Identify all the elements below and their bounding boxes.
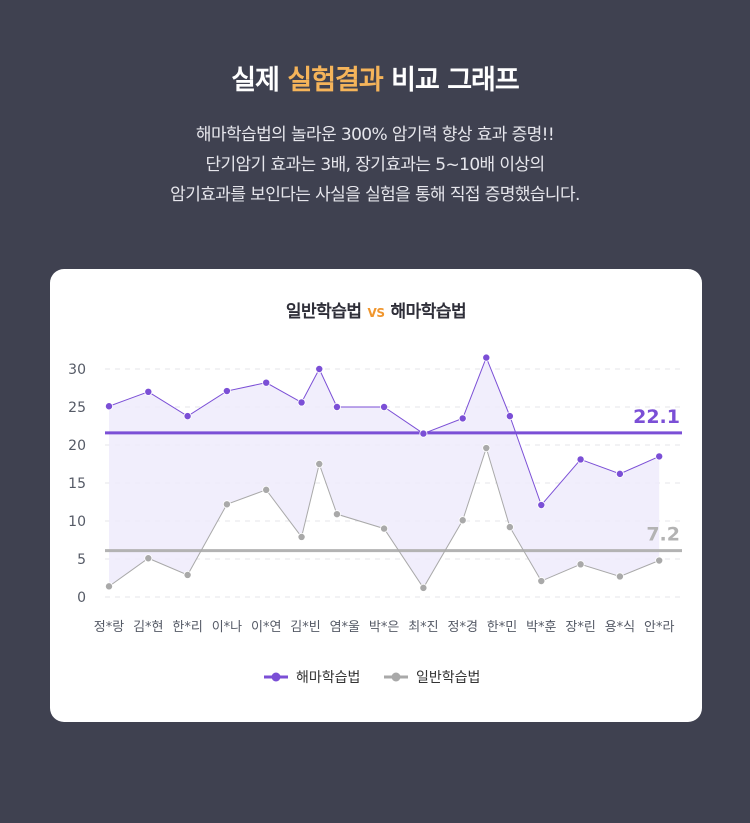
data-point-general [222, 500, 231, 509]
data-point-haema [332, 402, 341, 411]
x-tick-label: 박*은 [369, 620, 399, 635]
x-tick-label: 한*민 [487, 620, 517, 635]
data-point-haema [315, 365, 324, 374]
x-tick-label: 한*리 [172, 620, 202, 635]
data-point-haema [482, 353, 491, 362]
data-point-general [105, 582, 114, 591]
legend-label: 일반학습법 [416, 670, 480, 686]
x-tick-label: 염*울 [330, 620, 360, 635]
data-point-general [183, 570, 192, 579]
data-point-haema [183, 412, 192, 421]
data-point-general [615, 572, 624, 581]
legend-marker [271, 672, 281, 682]
legend-label: 해마학습법 [296, 670, 360, 686]
data-point-haema [262, 378, 271, 387]
x-tick-label: 최*진 [408, 620, 438, 635]
chart-card: 일반학습법 VS 해마학습법 0 5 10 15 20 25 30 22.1 7.2 정*랑 김*현 한*… [50, 269, 702, 722]
y-tick-label: 5 [77, 552, 86, 568]
y-tick-label: 15 [68, 476, 86, 492]
description: 해마학습법의 놀라운 300% 암기력 향상 효과 증명!! 단기암기 효과는 … [0, 120, 750, 210]
data-point-general [655, 556, 664, 565]
data-point-general [297, 532, 306, 541]
line-chart: 0 5 10 15 20 25 30 22.1 7.2 정*랑 김*현 한*리 이*나 이*연 김*빈 염*울… [68, 353, 682, 686]
description-line: 암기효과를 보인다는 사실을 실험을 통해 직접 증명했습니다. [170, 185, 580, 205]
x-tick-label: 안*라 [644, 620, 674, 635]
data-point-general [419, 583, 428, 592]
x-tick-label: 이*연 [251, 620, 281, 635]
chart-title-right: 해마학습법 [390, 302, 467, 322]
data-point-general [332, 510, 341, 519]
y-tick-label: 0 [77, 590, 86, 606]
data-point-haema [380, 402, 389, 411]
legend-marker [391, 672, 401, 682]
y-tick-label: 10 [68, 514, 86, 530]
data-point-haema [297, 398, 306, 407]
data-point-haema [105, 402, 114, 411]
data-point-haema [537, 501, 546, 510]
y-tick-label: 25 [68, 400, 86, 416]
page-title: 실제 실험결과 비교 그래프 [0, 58, 750, 97]
data-point-haema [615, 469, 624, 478]
data-point-haema [419, 429, 428, 438]
x-tick-label: 용*식 [605, 620, 635, 635]
data-point-general [505, 523, 514, 532]
x-tick-label: 김*현 [133, 620, 163, 635]
y-tick-label: 20 [68, 438, 86, 454]
data-point-haema [458, 414, 467, 423]
title-highlight: 실험결과 [287, 65, 383, 96]
data-point-haema [576, 455, 585, 464]
average-label: 22.1 [633, 406, 680, 428]
data-point-general [262, 485, 271, 494]
description-line: 해마학습법의 놀라운 300% 암기력 향상 효과 증명!! [195, 125, 555, 145]
series-gap-area [109, 357, 660, 588]
data-point-haema [144, 387, 153, 396]
data-point-haema [655, 452, 664, 461]
y-tick-label: 30 [68, 362, 86, 378]
chart-title: 일반학습법 VS 해마학습법 [50, 297, 702, 322]
x-tick-label: 이*나 [212, 620, 242, 635]
chart-title-left: 일반학습법 [285, 302, 362, 322]
data-point-general [482, 444, 491, 453]
x-tick-label: 박*훈 [526, 620, 556, 635]
data-point-haema [505, 412, 514, 421]
x-tick-label: 장*린 [565, 620, 595, 635]
x-tick-label: 정*경 [447, 620, 477, 635]
title-text-end: 비교 그래프 [382, 65, 520, 96]
data-point-general [315, 459, 324, 468]
data-point-general [144, 554, 153, 563]
data-point-general [537, 577, 546, 586]
data-point-general [458, 516, 467, 525]
data-point-general [380, 524, 389, 533]
average-label: 7.2 [646, 524, 680, 546]
description-line: 단기암기 효과는 3배, 장기효과는 5~10배 이상의 [205, 155, 545, 175]
data-point-haema [222, 387, 231, 396]
title-text: 실제 [231, 65, 288, 96]
x-tick-label: 정*랑 [94, 620, 124, 635]
x-tick-label: 김*빈 [290, 620, 320, 635]
vs-badge: VS [367, 306, 385, 320]
data-point-general [576, 560, 585, 569]
